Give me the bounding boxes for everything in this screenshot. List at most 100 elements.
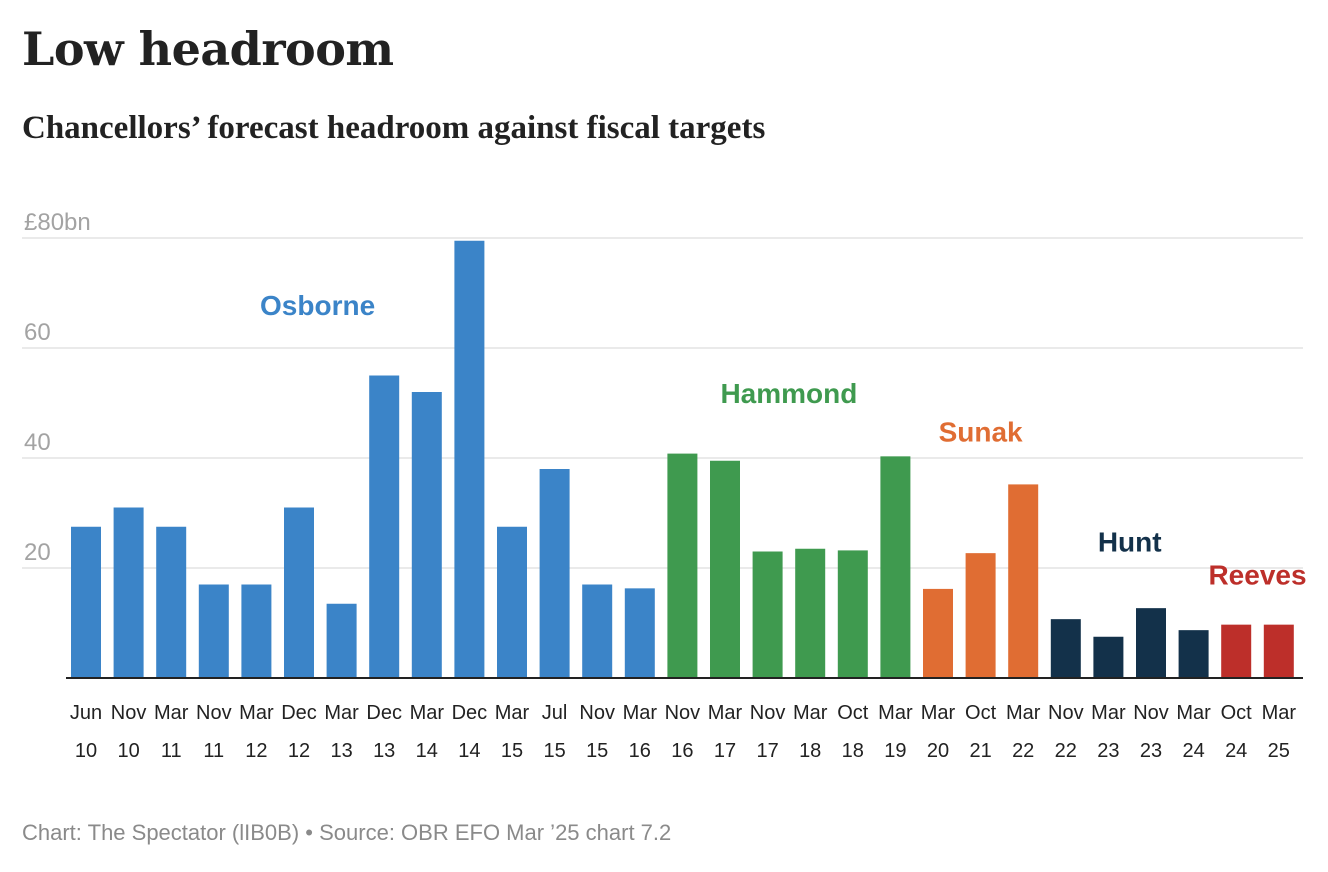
gridlines — [22, 237, 1303, 569]
x-tick-label-month: Dec — [281, 702, 317, 724]
bar-chart: £80bn 60 40 20 Jun 10 Nov 10 Mar 11 Nov 11 Mar 12 Dec… — [22, 209, 1307, 762]
x-tick-label-month: Dec — [366, 702, 402, 724]
footer-separator: • — [305, 820, 313, 845]
x-tick-label-year: 10 — [117, 740, 139, 762]
x-tick-label-month: Dec — [452, 702, 488, 724]
bars — [71, 240, 1294, 678]
y-tick-label: £80bn — [24, 209, 91, 236]
x-tick-label-month: Mar — [154, 702, 189, 724]
x-tick-label-month: Mar — [793, 702, 828, 724]
x-tick-label-month: Nov — [579, 702, 615, 724]
bar — [326, 603, 357, 678]
bar — [497, 526, 527, 678]
y-tick-label: 40 — [24, 429, 51, 456]
x-axis-labels: Jun 10 Nov 10 Mar 11 Nov 11 Mar 12 Dec 12 Mar 13 Dec 13… — [70, 702, 1296, 762]
chart-credit: Chart: The Spectator (lIB0B) — [22, 820, 300, 845]
bar — [71, 526, 101, 678]
x-tick-label-year: 14 — [458, 740, 480, 762]
x-tick-label-year: 15 — [543, 740, 565, 762]
x-tick-label-year: 11 — [161, 740, 182, 762]
x-tick-label-year: 18 — [842, 740, 864, 762]
x-tick-label-month: Nov — [111, 702, 147, 724]
x-tick-label-year: 13 — [373, 740, 395, 762]
x-tick-label-year: 15 — [586, 740, 608, 762]
bar — [454, 240, 485, 678]
bar — [411, 392, 442, 678]
bar — [113, 507, 144, 678]
y-tick-label: 60 — [24, 319, 51, 346]
x-tick-label-year: 15 — [501, 740, 523, 762]
x-tick-label-year: 22 — [1055, 740, 1077, 762]
x-tick-label-year: 19 — [884, 740, 906, 762]
x-tick-label-year: 22 — [1012, 740, 1034, 762]
bar — [582, 584, 613, 678]
bar — [667, 453, 698, 678]
chancellor-label: Reeves — [1208, 560, 1306, 591]
x-tick-label-year: 10 — [75, 740, 97, 762]
x-tick-label-month: Mar — [239, 702, 274, 724]
x-tick-label-month: Oct — [837, 702, 869, 724]
chart-footer: Chart: The Spectator (lIB0B) • Source: O… — [22, 820, 671, 846]
x-tick-label-month: Nov — [1048, 702, 1084, 724]
x-tick-label-year: 24 — [1225, 740, 1247, 762]
x-tick-label-year: 17 — [714, 740, 736, 762]
x-tick-label-month: Mar — [878, 702, 913, 724]
x-tick-label-year: 14 — [416, 740, 438, 762]
x-tick-label-month: Mar — [1176, 702, 1211, 724]
bar — [880, 456, 911, 678]
x-tick-label-year: 16 — [629, 740, 651, 762]
x-tick-label-year: 25 — [1268, 740, 1290, 762]
bar — [241, 584, 272, 678]
x-tick-label-month: Nov — [750, 702, 786, 724]
x-tick-label-year: 17 — [756, 740, 778, 762]
x-tick-label-month: Mar — [921, 702, 956, 724]
x-tick-label-month: Nov — [196, 702, 232, 724]
x-tick-label-month: Oct — [1221, 702, 1253, 724]
bar — [965, 553, 996, 678]
bar — [1263, 624, 1294, 678]
x-tick-label-year: 12 — [288, 740, 310, 762]
x-tick-label-year: 16 — [671, 740, 693, 762]
x-tick-label-month: Jun — [70, 702, 102, 724]
bar — [837, 550, 868, 678]
bar — [710, 460, 740, 678]
bar — [923, 588, 953, 678]
x-tick-label-year: 13 — [330, 740, 352, 762]
bar — [156, 526, 187, 678]
bar — [1093, 636, 1124, 678]
chancellor-label: Hammond — [720, 378, 857, 409]
x-tick-label-year: 20 — [927, 740, 949, 762]
x-tick-label-month: Nov — [1133, 702, 1169, 724]
x-tick-label-month: Mar — [324, 702, 359, 724]
chancellor-label: Hunt — [1098, 527, 1162, 558]
chart-source: Source: OBR EFO Mar ’25 chart 7.2 — [319, 820, 672, 845]
x-tick-label-month: Mar — [1006, 702, 1041, 724]
bar — [369, 375, 400, 678]
bar — [795, 548, 826, 678]
chancellor-labels: Osborne Hammond Sunak Hunt Reeves — [260, 290, 1307, 591]
x-tick-label-year: 21 — [969, 740, 991, 762]
x-tick-label-year: 11 — [203, 740, 224, 762]
x-tick-label-month: Mar — [410, 702, 445, 724]
chancellor-label: Osborne — [260, 290, 375, 321]
bar — [1136, 608, 1166, 678]
bar — [752, 551, 783, 678]
bar — [1050, 619, 1081, 678]
x-tick-label-month: Mar — [708, 702, 743, 724]
bar — [1178, 630, 1209, 678]
bar — [284, 507, 314, 678]
chart-title: Low headroom — [22, 22, 394, 76]
x-tick-label-year: 23 — [1097, 740, 1119, 762]
y-axis-ticks: £80bn 60 40 20 — [24, 209, 91, 566]
x-tick-label-month: Mar — [495, 702, 530, 724]
chancellor-label: Sunak — [939, 417, 1023, 448]
bar — [1221, 624, 1252, 678]
x-tick-label-month: Mar — [623, 702, 658, 724]
x-tick-label-year: 12 — [245, 740, 267, 762]
bar — [624, 588, 655, 678]
chart-subtitle: Chancellors’ forecast headroom against f… — [22, 110, 766, 146]
bar — [1008, 484, 1039, 678]
x-tick-label-month: Nov — [665, 702, 701, 724]
x-tick-label-month: Jul — [542, 702, 568, 724]
bar — [539, 469, 570, 678]
